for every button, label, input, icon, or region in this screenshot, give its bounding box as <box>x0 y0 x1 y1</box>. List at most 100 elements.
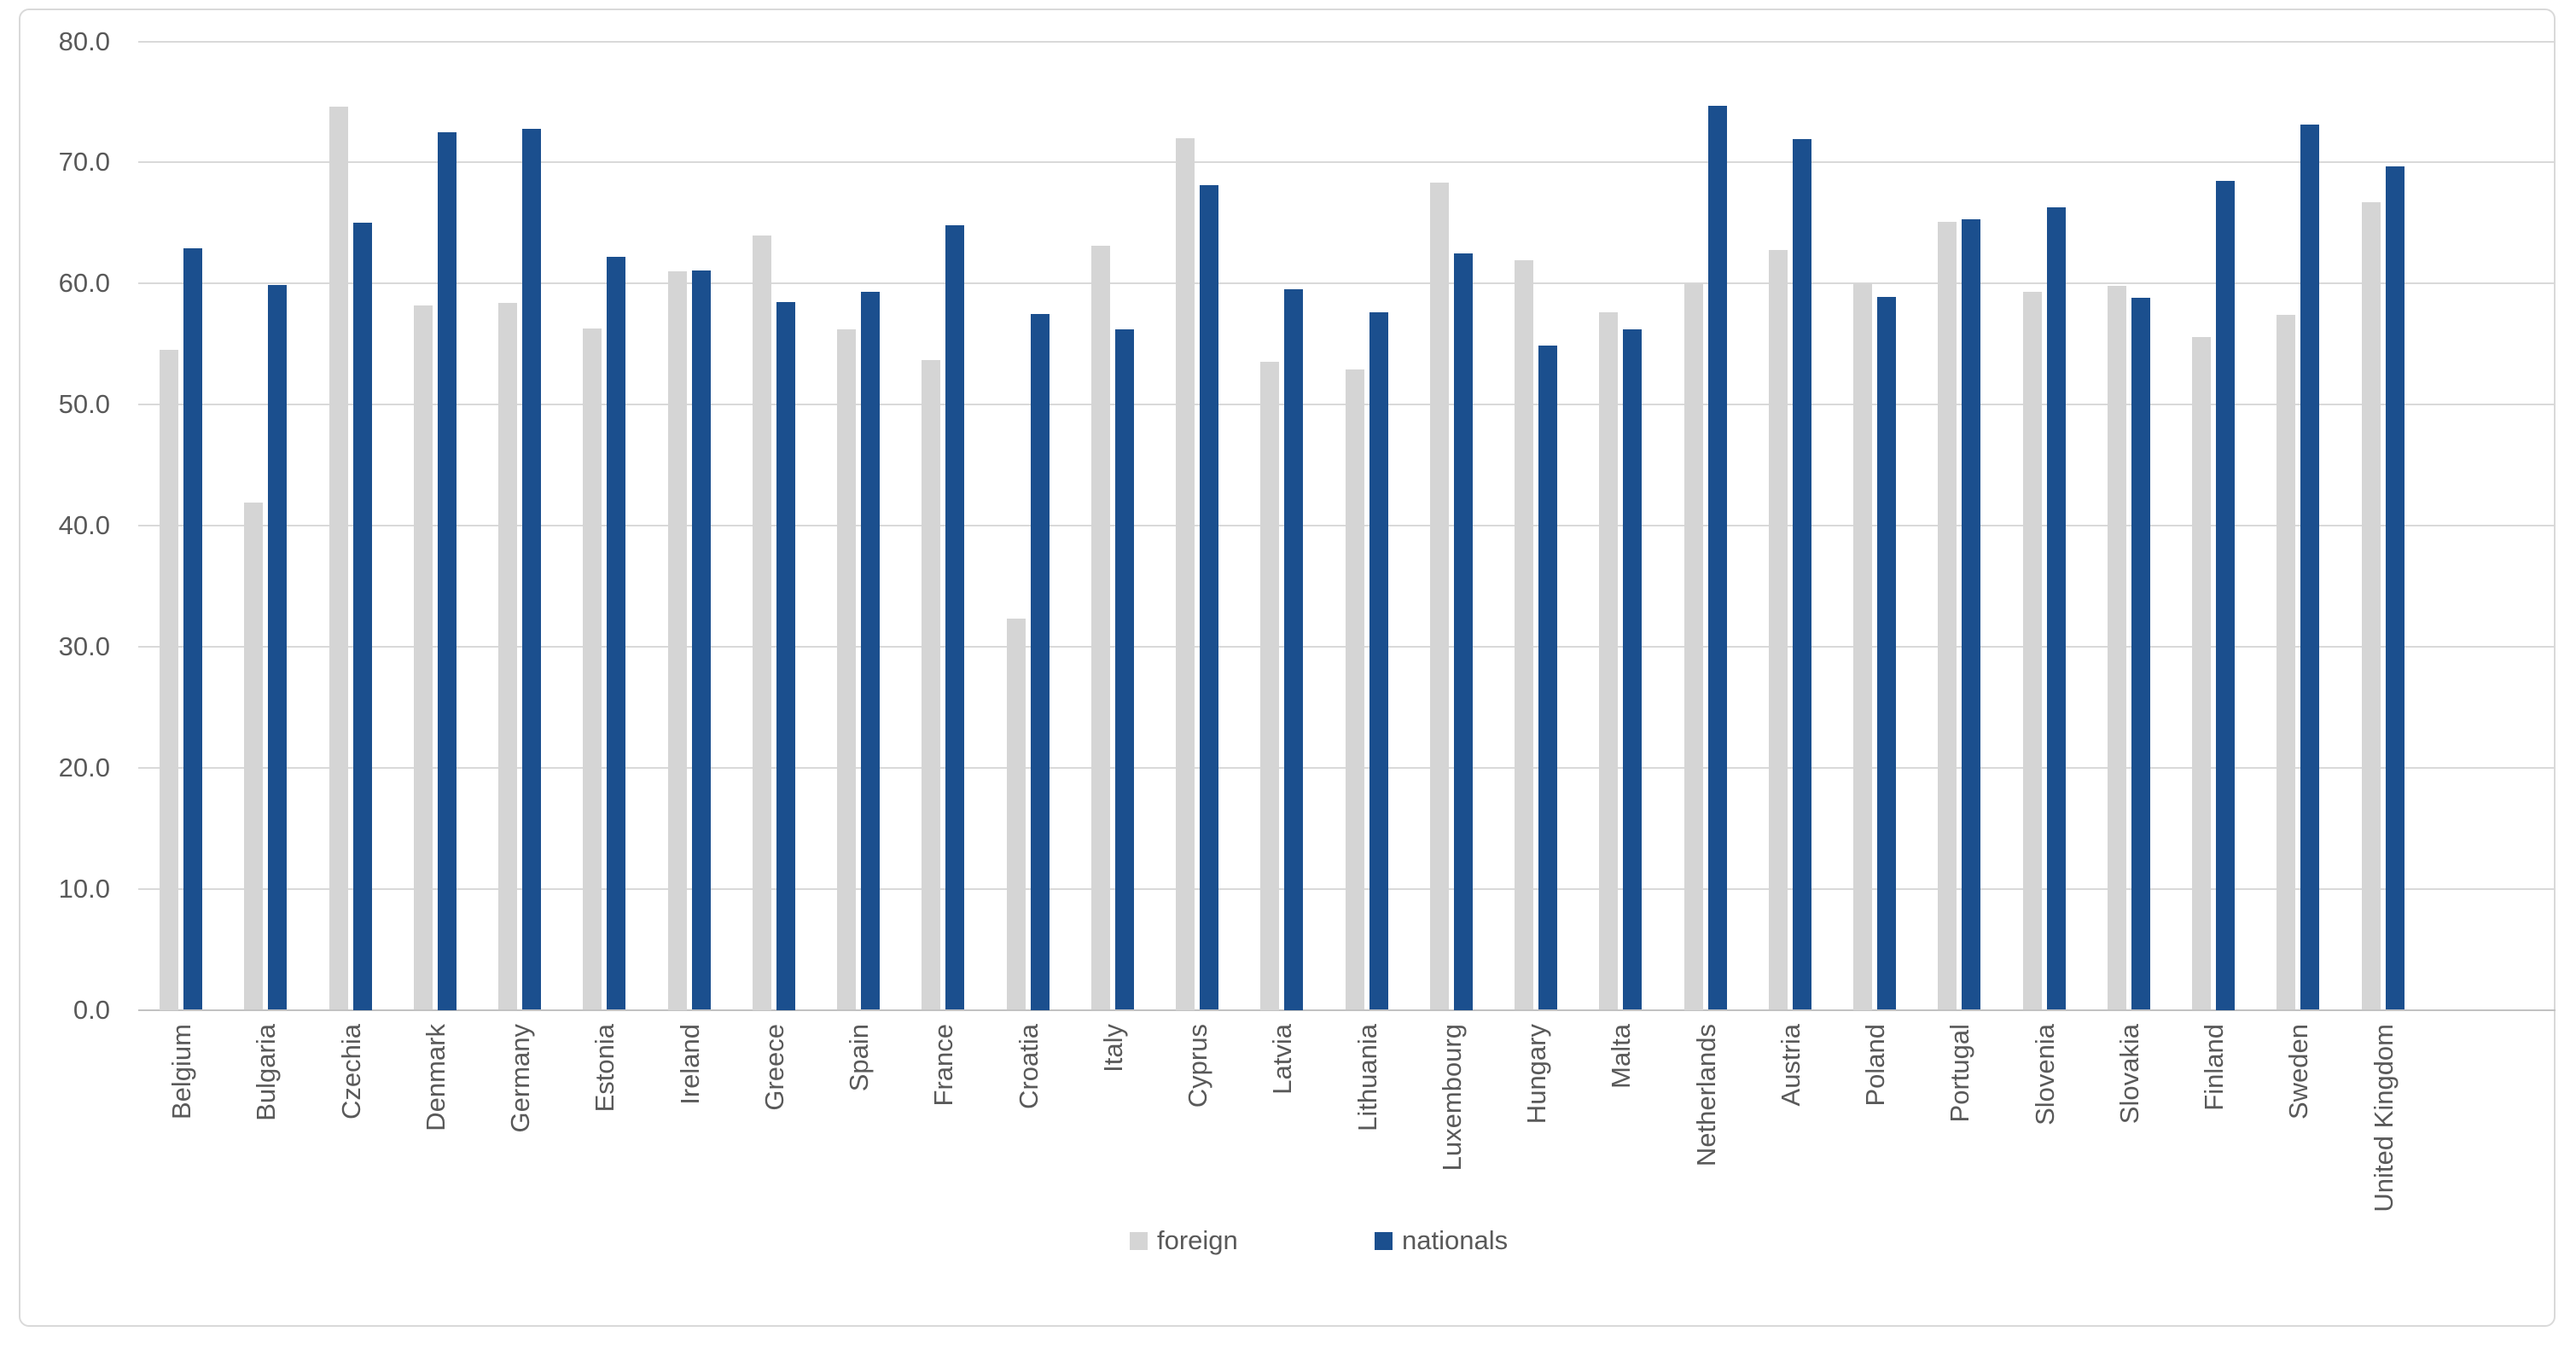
bar-foreign-cyprus <box>1176 138 1195 1010</box>
bar-foreign-spain <box>837 329 856 1010</box>
bar-nationals-italy <box>1114 329 1134 1010</box>
bar-foreign-slovenia <box>2022 292 2042 1010</box>
y-tick-label-30.0: 30.0 <box>58 631 110 661</box>
bar-foreign-luxembourg <box>1429 183 1449 1010</box>
x-tick-label-italy: Italy <box>1097 1024 1128 1073</box>
bar-foreign-ireland <box>667 271 687 1010</box>
bar-nationals-france <box>945 225 965 1010</box>
gridline-80 <box>138 40 2556 43</box>
bar-nationals-hungary <box>1538 345 1557 1010</box>
x-tick-label-germany: Germany <box>505 1024 535 1133</box>
bar-nationals-austria <box>1792 139 1811 1010</box>
bar-foreign-italy <box>1090 246 1110 1010</box>
x-tick-label-croatia: Croatia <box>1013 1024 1044 1109</box>
x-tick-label-austria: Austria <box>1775 1024 1806 1107</box>
bar-foreign-france <box>922 359 941 1010</box>
bar-foreign-lithuania <box>1345 369 1364 1010</box>
bar-foreign-netherlands <box>1683 283 1703 1010</box>
legend-swatch-nationals-icon <box>1375 1231 1393 1250</box>
x-tick-label-poland: Poland <box>1860 1024 1890 1107</box>
x-tick-label-denmark: Denmark <box>420 1024 451 1131</box>
x-tick-label-belgium: Belgium <box>166 1024 196 1119</box>
x-tick-label-france: France <box>928 1024 959 1107</box>
bar-nationals-united-kingdom <box>2385 166 2404 1010</box>
legend-item-nationals: nationals <box>1375 1225 1508 1256</box>
bar-nationals-finland <box>2216 180 2235 1010</box>
x-tick-label-estonia: Estonia <box>590 1024 620 1113</box>
x-tick-label-hungary: Hungary <box>1521 1024 1551 1125</box>
x-tick-label-malta: Malta <box>1606 1024 1637 1089</box>
bar-foreign-finland <box>2192 336 2211 1010</box>
x-tick-label-luxembourg: Luxembourg <box>1436 1024 1467 1172</box>
y-tick-label-60.0: 60.0 <box>58 268 110 299</box>
y-tick-label-80.0: 80.0 <box>58 26 110 56</box>
bar-nationals-slovenia <box>2046 206 2066 1010</box>
bar-foreign-latvia <box>1260 362 1280 1010</box>
bar-foreign-hungary <box>1515 260 1533 1010</box>
x-tick-label-spain: Spain <box>844 1024 874 1092</box>
x-tick-label-cyprus: Cyprus <box>1183 1024 1212 1108</box>
bar-nationals-sweden <box>2300 125 2320 1010</box>
gridline-60 <box>138 282 2556 285</box>
bar-nationals-bulgaria <box>268 284 288 1010</box>
bar-nationals-slovakia <box>2131 298 2150 1010</box>
legend-item-foreign: foreign <box>1130 1225 1238 1256</box>
bar-foreign-belgium <box>160 350 178 1010</box>
bar-foreign-greece <box>752 235 771 1010</box>
y-tick-label-40.0: 40.0 <box>58 510 110 540</box>
bar-foreign-croatia <box>1006 619 1026 1010</box>
x-tick-label-united-kingdom: United Kingdom <box>2368 1024 2399 1212</box>
y-tick-label-20.0: 20.0 <box>58 752 110 782</box>
bar-nationals-cyprus <box>1200 185 1218 1010</box>
x-tick-label-slovenia: Slovenia <box>2029 1024 2060 1125</box>
bar-nationals-czechia <box>352 223 372 1010</box>
bar-foreign-slovakia <box>2107 286 2126 1010</box>
bar-foreign-austria <box>1768 249 1788 1010</box>
x-tick-label-sweden: Sweden <box>2283 1024 2314 1120</box>
x-tick-label-bulgaria: Bulgaria <box>251 1024 282 1121</box>
bar-nationals-netherlands <box>1707 105 1727 1010</box>
x-tick-label-ireland: Ireland <box>674 1024 705 1105</box>
bar-foreign-denmark <box>413 305 433 1010</box>
x-tick-label-netherlands: Netherlands <box>1690 1024 1721 1167</box>
legend-label-nationals: nationals <box>1402 1225 1509 1255</box>
bar-foreign-czechia <box>329 107 348 1010</box>
bar-nationals-germany <box>522 128 541 1010</box>
bar-foreign-sweden <box>2277 315 2296 1010</box>
y-tick-label-0.0: 0.0 <box>73 994 110 1025</box>
x-tick-label-portugal: Portugal <box>1945 1024 1975 1123</box>
gridline-70 <box>138 161 2556 164</box>
bar-nationals-ireland <box>691 270 711 1010</box>
bar-foreign-malta <box>1599 312 1619 1010</box>
bar-nationals-portugal <box>1962 219 1981 1010</box>
bar-chart-canvas: 0.0 10.0 20.0 30.0 40.0 50.0 60.0 70.0 80.0 Belg… <box>19 9 2556 1327</box>
bar-foreign-estonia <box>583 328 602 1010</box>
legend-swatch-foreign-icon <box>1130 1231 1148 1250</box>
bar-nationals-denmark <box>437 131 456 1010</box>
bar-foreign-bulgaria <box>244 503 264 1010</box>
bar-nationals-malta <box>1623 329 1643 1010</box>
bar-nationals-croatia <box>1030 313 1050 1010</box>
bar-nationals-latvia <box>1284 289 1304 1010</box>
bar-nationals-belgium <box>183 248 202 1010</box>
x-tick-label-slovakia: Slovakia <box>2114 1024 2144 1125</box>
y-tick-label-70.0: 70.0 <box>58 147 110 177</box>
gridline-0 <box>138 1009 2556 1011</box>
x-tick-label-greece: Greece <box>759 1024 789 1111</box>
bar-nationals-spain <box>861 292 880 1010</box>
x-tick-label-lithuania: Lithuania <box>1352 1024 1382 1131</box>
bar-foreign-united-kingdom <box>2361 202 2381 1010</box>
bar-foreign-poland <box>1853 283 1872 1010</box>
y-tick-label-10.0: 10.0 <box>58 873 110 904</box>
bar-nationals-lithuania <box>1369 312 1388 1010</box>
bar-foreign-germany <box>498 302 517 1010</box>
x-tick-label-czechia: Czechia <box>335 1024 366 1119</box>
bar-nationals-greece <box>776 301 795 1010</box>
bar-foreign-portugal <box>1938 221 1957 1010</box>
x-tick-label-finland: Finland <box>2199 1024 2229 1111</box>
y-tick-label-50.0: 50.0 <box>58 389 110 420</box>
legend-label-foreign: foreign <box>1157 1225 1238 1255</box>
x-tick-label-latvia: Latvia <box>1267 1024 1298 1095</box>
bar-nationals-luxembourg <box>1453 253 1473 1010</box>
bar-nationals-estonia <box>607 257 626 1010</box>
